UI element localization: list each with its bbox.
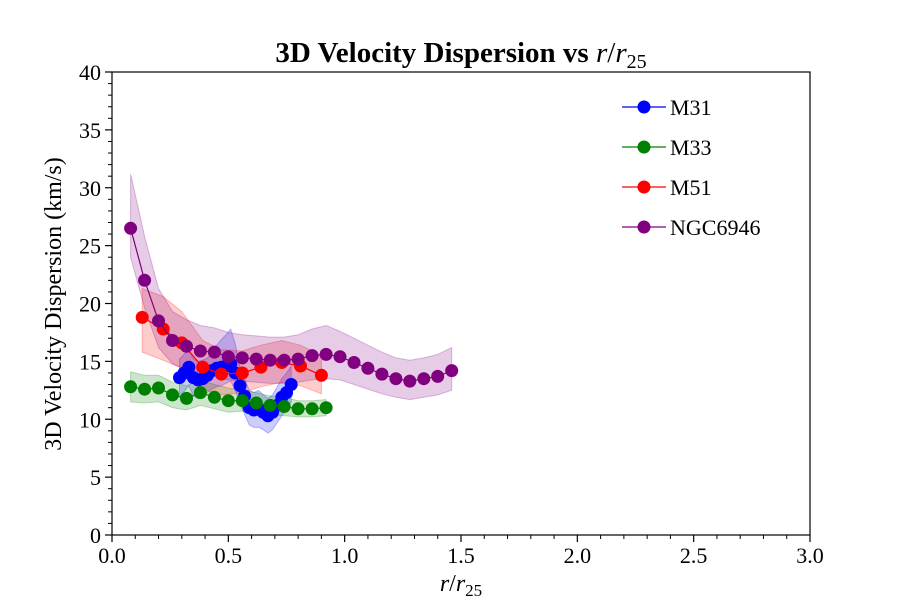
data-point-m51 [235,366,249,380]
data-point-ngc6946 [207,345,221,359]
data-point-ngc6946 [389,372,403,386]
data-point-ngc6946 [361,361,375,375]
chart-title-subscript: 25 [627,51,647,73]
data-point-m51 [314,368,328,382]
data-point-ngc6946 [291,352,305,366]
data-point-ngc6946 [305,349,319,363]
legend-label-m33: M33 [670,135,712,160]
y-tick-label: 35 [79,118,101,143]
chart-title-r25: r [615,37,627,69]
x-tick-label: 2.5 [680,543,708,568]
legend-marker-m51 [637,180,651,194]
legend-label-ngc6946: NGC6946 [670,215,760,240]
y-tick-label: 5 [90,465,101,490]
data-point-ngc6946 [333,350,347,364]
x-axis-label: r/r25 [440,571,482,600]
data-point-m51 [135,310,149,324]
chart-title: 3D Velocity Dispersion vs r/r25 [275,37,646,73]
x-tick-label: 0.0 [98,543,126,568]
data-point-m31 [284,378,298,391]
x-tick-label: 1.0 [331,543,359,568]
data-point-m33 [138,382,152,396]
data-point-m33 [249,396,263,410]
y-tick-label: 15 [79,349,101,374]
y-axis-label: 3D Velocity Dispersion (km/s) [41,157,67,451]
data-point-m51 [196,360,210,374]
data-point-m33 [319,401,333,415]
series-band-ngc6946 [130,173,453,401]
data-point-ngc6946 [249,352,263,366]
data-point-m51 [214,367,228,381]
data-point-ngc6946 [124,221,138,235]
chart-title-text: 3D Velocity Dispersion vs [275,37,596,69]
y-tick-label: 10 [79,407,101,432]
data-point-ngc6946 [166,334,179,347]
legend-label-m31: M31 [670,95,712,120]
x-axis-label-r25: r [456,571,466,597]
data-point-ngc6946 [319,347,333,361]
axis-ticks: 0.0 0.5 1.0 1.5 2.0 2.5 3.0 0 5 10 15 20 25 30 35 40 [79,60,824,568]
x-axis-label-subscript: 25 [465,581,482,600]
data-point-m31 [233,379,247,393]
data-point-ngc6946 [235,351,249,365]
data-point-ngc6946 [152,314,165,328]
data-point-m33 [277,400,291,413]
y-tick-label: 20 [79,292,101,317]
data-point-ngc6946 [375,367,389,381]
legend-marker-m31 [637,100,651,114]
data-point-m33 [221,394,235,408]
legend: M31 M33 M51 NGC6946 [622,95,760,240]
x-axis-label-slash: / [449,571,456,597]
data-point-m33 [263,398,277,412]
chart-title-r: r [596,37,608,69]
data-point-m33 [124,380,138,394]
data-point-m33 [207,390,221,404]
data-point-m33 [305,402,319,416]
x-tick-label: 2.0 [564,543,592,568]
plot-area [124,173,459,434]
data-point-m33 [180,391,193,405]
data-point-ngc6946 [417,372,431,386]
data-point-ngc6946 [138,273,152,287]
data-point-ngc6946 [277,353,291,367]
data-point-ngc6946 [347,356,361,369]
legend-marker-m33 [637,140,651,154]
data-point-m31 [182,360,196,374]
data-point-ngc6946 [403,374,417,388]
x-tick-label: 0.5 [215,543,243,568]
x-tick-label: 1.5 [447,543,475,568]
data-point-m33 [152,381,165,395]
data-point-m33 [166,388,179,402]
y-tick-label: 30 [79,176,101,201]
data-point-ngc6946 [180,339,193,353]
y-tick-label: 25 [79,234,101,259]
data-point-ngc6946 [263,353,277,367]
data-point-m33 [291,402,305,416]
data-point-ngc6946 [445,364,459,378]
data-point-ngc6946 [193,344,207,358]
chart-title-slash: / [607,37,616,69]
data-point-m33 [235,394,249,408]
data-point-m33 [193,386,207,400]
y-tick-label: 0 [90,523,101,548]
legend-marker-ngc6946 [637,220,651,234]
data-point-ngc6946 [431,369,445,383]
x-tick-label: 3.0 [796,543,824,568]
y-tick-label: 40 [79,60,101,85]
data-point-ngc6946 [221,350,235,364]
x-axis-label-r: r [440,571,450,597]
legend-label-m51: M51 [670,175,712,200]
